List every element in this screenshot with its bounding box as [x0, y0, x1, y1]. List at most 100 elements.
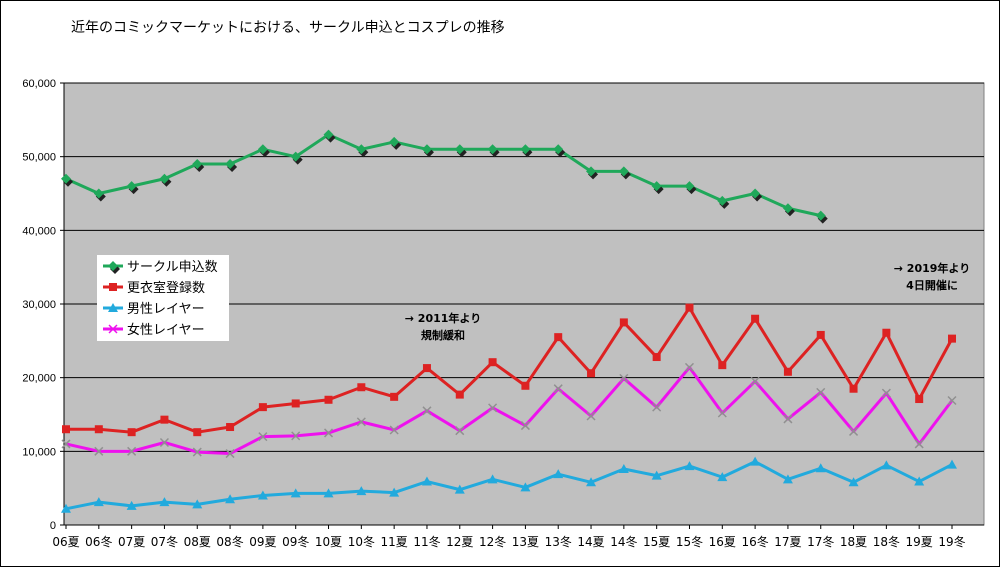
data-point-3: [323, 428, 334, 438]
data-point-1: [521, 381, 530, 390]
data-point-3: [684, 362, 695, 372]
x-tick-label: 13冬: [545, 534, 572, 549]
x-marker-stroke: [422, 406, 432, 416]
x-marker-stroke: [684, 362, 695, 372]
data-point-2: [586, 477, 597, 487]
data-point-2: [454, 484, 465, 494]
data-point-0: [421, 144, 432, 155]
x-tick-label: 15夏: [643, 535, 670, 549]
data-point-3: [61, 439, 71, 449]
data-point-2: [323, 488, 334, 498]
x-tick-label: 18夏: [840, 535, 867, 549]
data-point-3: [881, 388, 891, 398]
series-line-3: [65, 365, 954, 456]
data-point-3: [225, 449, 235, 459]
data-point-2: [717, 472, 728, 482]
data-point-3: [291, 431, 301, 441]
x-marker-stroke: [783, 414, 793, 424]
data-point-1: [816, 330, 825, 339]
data-point-2: [651, 470, 662, 480]
x-tick-label: 14冬: [610, 534, 637, 549]
x-tick-label: 14夏: [577, 535, 604, 549]
x-marker-stroke: [61, 439, 71, 449]
data-point-0: [586, 166, 597, 177]
data-point-2: [487, 474, 498, 484]
data-point-3: [750, 376, 760, 386]
annotation-text: → 2019年より: [894, 261, 970, 275]
data-point-0: [159, 173, 170, 184]
data-point-3: [947, 395, 957, 406]
data-point-3: [455, 426, 465, 436]
data-point-0: [225, 159, 236, 170]
data-point-2: [520, 482, 531, 492]
data-point-1: [226, 423, 235, 432]
data-point-3: [553, 384, 563, 394]
x-tick-label: 10夏: [315, 535, 342, 549]
data-point-3: [914, 439, 924, 449]
data-point-1: [587, 369, 596, 378]
x-marker-stroke: [488, 403, 498, 413]
data-point-0: [553, 144, 564, 155]
data-point-2: [618, 464, 629, 474]
y-tick-label: 40,000: [22, 225, 56, 237]
data-point-3: [816, 387, 826, 397]
data-point-2: [389, 487, 400, 497]
x-tick-label: 08夏: [184, 535, 211, 549]
data-point-3: [520, 421, 530, 431]
data-point-1: [882, 328, 891, 337]
data-point-0: [750, 188, 761, 199]
y-tick-label: 50,000: [22, 152, 56, 164]
data-point-1: [324, 395, 333, 404]
data-point-0: [684, 181, 695, 192]
series-line-2: [65, 460, 953, 511]
y-tick-label: 0: [50, 520, 56, 532]
series-lines: [61, 129, 957, 513]
y-tick-label: 10,000: [22, 446, 56, 458]
data-point-0: [257, 144, 268, 155]
data-point-0: [618, 166, 629, 177]
data-point-1: [258, 403, 267, 412]
series-line-1: [66, 306, 954, 434]
legend-marker: [108, 303, 118, 312]
x-marker-stroke: [159, 437, 169, 448]
x-marker-stroke: [619, 373, 629, 383]
data-point-0: [323, 129, 334, 140]
data-point-0: [356, 144, 367, 155]
data-point-2: [914, 476, 925, 486]
legend-marker: [108, 324, 118, 334]
x-tick-label: 17夏: [774, 535, 801, 549]
x-tick-label: 08冬: [216, 534, 243, 549]
data-point-1: [849, 384, 858, 393]
y-axis: 0 10,000 20,000 30,000 40,000 50,000 60,000: [22, 78, 984, 532]
data-point-1: [685, 303, 694, 312]
x-tick-label: 18冬: [873, 534, 900, 549]
x-tick-label: 13夏: [512, 535, 539, 549]
data-point-0: [192, 159, 203, 170]
x-axis: 06夏 06冬 07夏 07冬 08夏 08冬 09夏 09冬 10夏 10冬 11夏 11冬 12夏 1…: [52, 525, 966, 549]
data-point-3: [127, 446, 137, 456]
data-point-0: [815, 210, 826, 221]
data-point-3: [94, 446, 104, 456]
x-tick-label: 19冬: [938, 534, 965, 549]
y-tick-label: 20,000: [22, 373, 56, 385]
data-point-3: [356, 417, 366, 427]
data-point-2: [421, 476, 432, 486]
data-point-2: [750, 456, 761, 466]
legend-marker: [109, 283, 117, 291]
data-point-2: [356, 486, 367, 496]
annotation-text: 4日開催に: [906, 278, 958, 292]
x-tick-label: 09夏: [249, 535, 276, 549]
data-point-1: [652, 353, 661, 362]
data-point-1: [619, 318, 628, 327]
data-point-2: [881, 460, 892, 470]
x-marker-stroke: [455, 426, 465, 436]
x-tick-label: 12冬: [479, 534, 506, 549]
annotation-text: 規制緩和: [421, 328, 465, 342]
data-point-0: [290, 151, 301, 162]
data-point-2: [159, 497, 170, 507]
x-marker-stroke: [94, 446, 104, 456]
data-point-0: [389, 136, 400, 147]
x-marker-stroke: [127, 446, 137, 456]
